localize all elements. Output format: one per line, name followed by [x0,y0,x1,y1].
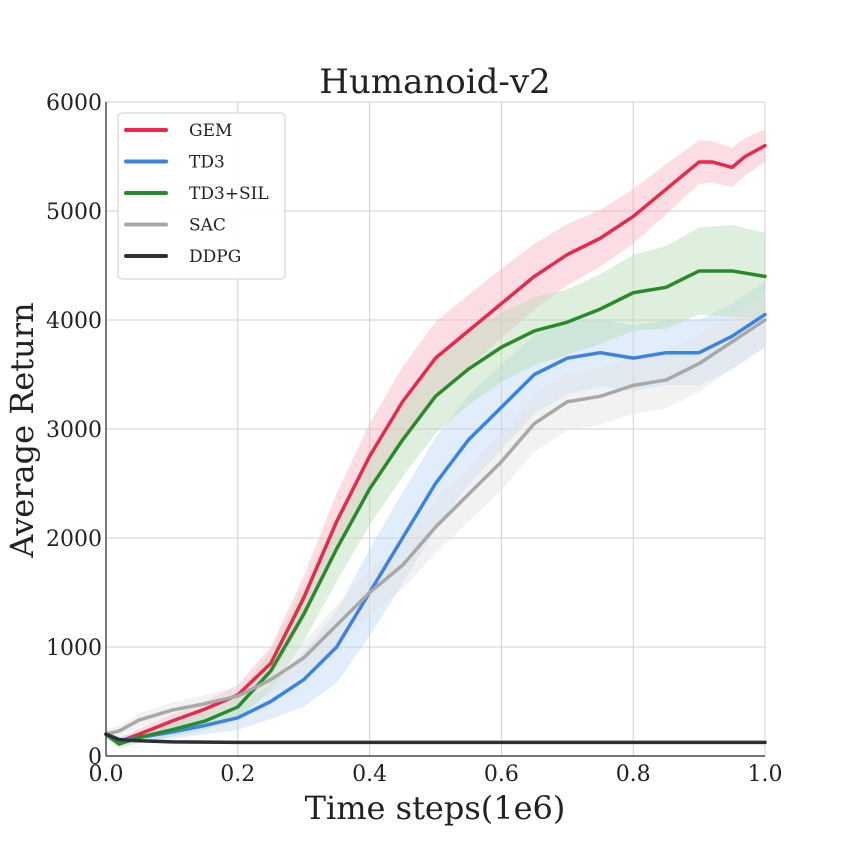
y-tick-label: 3000 [46,418,102,443]
y-tick-label: 6000 [46,91,102,116]
y-tick-label: 4000 [46,309,102,334]
series-line-td3 [104,312,767,743]
y-axis-label: Average Return [3,302,41,558]
series-line-ddpg [104,732,767,745]
legend-label-sac: SAC [189,216,226,236]
y-tick-label: 0 [88,745,102,770]
legend-label-gem: GEM [189,121,232,141]
x-axis-label: Time steps(1e6) [305,789,566,827]
x-tick-label: 0.2 [220,762,255,787]
series-line-gem [104,143,767,744]
legend-label-td3-sil: TD3+SIL [189,184,269,204]
legend-label-td3: TD3 [189,153,225,173]
chart-title: Humanoid-v2 [319,62,550,102]
series-line-sac [104,318,767,736]
x-tick-label: 0.4 [352,762,387,787]
tick-labels: 0.0 0.2 0.4 0.6 0.8 1.0 0 1000 2000 3000 4000 5000 6… [46,91,783,787]
x-tick-label: 0.6 [484,762,519,787]
band-td3-sil [106,225,765,749]
band-sac [106,292,765,739]
y-tick-label: 5000 [46,200,102,225]
legend-box [117,112,286,280]
legend-label-ddpg: DDPG [189,247,241,267]
band-td3 [106,281,765,746]
axes [105,102,765,757]
series-line-td3-sil [104,269,767,746]
legend: GEM TD3 TD3+SIL SAC DDPG [117,112,286,280]
x-tick-label: 0.8 [616,762,651,787]
x-tick-label: 1.0 [748,762,783,787]
grid [105,101,766,757]
y-tick-label: 2000 [46,527,102,552]
x-tick-label: 0.0 [89,762,124,787]
series-lines [104,143,767,746]
y-tick-label: 1000 [46,636,102,661]
